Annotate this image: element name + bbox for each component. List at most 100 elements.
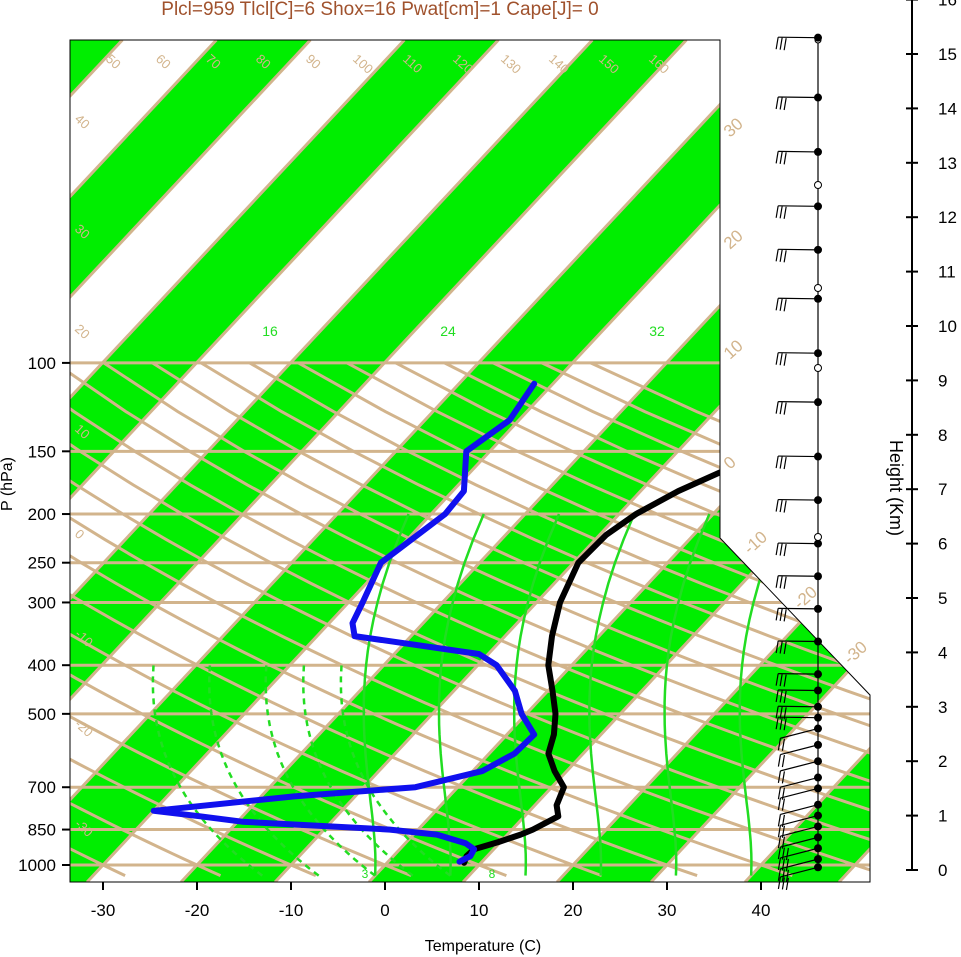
x-axis-label: Temperature (C) [425,938,541,955]
wind-barb-staff [778,689,819,692]
wind-barb-staff [778,673,819,675]
dry-adiabat [297,361,870,878]
isotherm-line [70,40,406,882]
mixing-ratio-label: 32 [649,323,665,339]
y-tick-label: 250 [28,554,56,573]
wind-barb-feather [783,718,787,731]
wind-barb-staff [778,542,819,545]
wind-barb-feather [783,500,787,513]
moist-adiabat [663,513,711,876]
dry-adiabat [70,361,870,878]
wind-barb-staff [778,607,819,610]
dry-adiabat [248,361,870,878]
dry-adiabat [70,361,870,878]
y-tick-label: 100 [28,354,56,373]
chart-title: Plcl=959 Tlcl[C]=6 Shox=16 Pwat[cm]=1 Ca… [161,0,598,20]
wind-barb-feather [783,97,787,111]
wind-barb-feather [775,37,779,50]
wind-barb-feather [775,96,779,110]
wind-barb-feather [783,402,787,415]
height-tick-label: 16 [938,0,957,10]
dry-adiabat [0,363,30,876]
isotherm-band [70,40,311,882]
isotherm-line [70,40,782,882]
x-tick-label: -10 [279,901,304,920]
wind-barb-feather [779,456,783,469]
y-tick-label: 300 [28,593,56,612]
wind-barb-feather [779,608,783,621]
wind-barb-staff [780,744,819,756]
wind-barb-feather [775,673,779,686]
dry-adiabat-label: 0 [72,526,87,542]
moist-adiabat [738,513,786,876]
dry-adiabat [70,361,507,878]
wind-barb-feather [781,858,786,871]
wind-barb-staff [780,815,819,826]
isotherm-label: 60 [153,51,174,72]
wind-open-marker [814,284,822,292]
x-tick-label: 10 [470,901,489,920]
wind-barb-feather [783,707,787,720]
x-tick-label: -30 [91,901,116,920]
wind-barb-feather [775,499,779,512]
wind-barb-feather [781,847,786,860]
wind-barb-feather [779,402,783,415]
wind-barb-feather [785,858,790,872]
mixing-ratio-line [339,665,452,877]
wind-barb-staff [778,150,819,153]
wind-barb-feather [775,706,779,719]
isotherm-line [556,40,870,882]
wind-barb-staff [780,804,819,815]
height-tick-label: 0 [938,861,947,880]
wind-barb-staff [778,297,819,300]
moist-adiabat [437,513,485,876]
wind-barb-feather [783,38,787,51]
wind-barb-feather [775,542,779,556]
wind-barb-feather [781,814,786,827]
wind-barb-feather [775,205,779,218]
height-tick-label: 1 [938,807,947,826]
wind-barb-feather [779,97,783,110]
wind-barb-feather [781,798,786,811]
wind-barbs [775,33,822,891]
wind-barb-feather [777,846,782,860]
plot-frame [69,39,871,883]
wind-barb-feather [779,37,783,50]
dry-adiabat [102,361,870,878]
wind-barb-feather [779,249,783,262]
x-tick-label: 30 [658,901,677,920]
wind-barb-feather [779,206,783,219]
height-tick-label: 5 [938,589,947,608]
wind-barb-staff [780,727,819,739]
wind-barb-feather [779,690,783,703]
wind-barb-staff [778,575,819,577]
wind-barb-feather [779,499,783,513]
wind-barb-feather [779,151,783,165]
x-tick-label: 0 [380,901,389,920]
y-tick-label: 200 [28,505,56,524]
wind-barb-feather [783,641,787,655]
height-tick-label: 3 [938,698,947,717]
isotherm-band [70,40,499,882]
wind-barb-staff [780,866,819,878]
wind-barb-feather [775,640,779,654]
moist-adiabat [588,513,636,876]
isotherm-line [650,40,870,882]
axes: -30 -20 -10 0 10 20 30 401001502002503004005007… [18,0,957,920]
wind-barb-feather [783,609,787,622]
height-tick-label: 2 [938,752,947,771]
mixing-ratio-label: 16 [262,323,278,339]
mixing-ratio-label: 24 [440,323,456,339]
y-tick-label: 1000 [18,856,56,875]
y-axis-label: P (hPa) [0,457,16,511]
wind-barb-feather [779,706,783,719]
wind-barb-staff [778,498,819,501]
wind-barb-feather [777,797,782,811]
isotherm-label: -30 [840,637,871,668]
temperature-line [461,380,870,866]
wind-barb-staff [778,352,819,354]
dewpoint-line [150,380,538,865]
wind-barb-staff [778,401,819,403]
wind-barb-feather [783,543,787,557]
wind-barb-feather [777,787,782,800]
